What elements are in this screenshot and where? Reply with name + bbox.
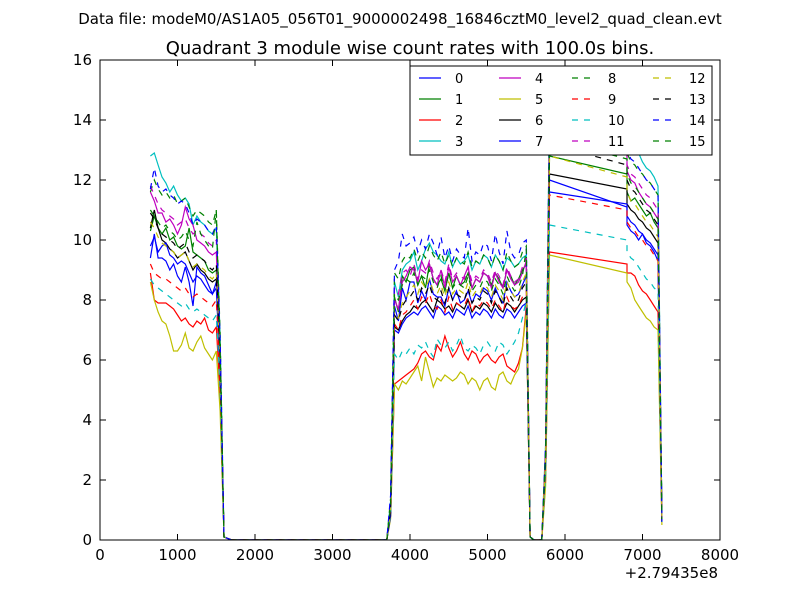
legend-label-1: 1	[455, 93, 463, 108]
legend-label-3: 3	[455, 135, 463, 150]
series-line-6	[149, 173, 663, 540]
legend-label-8: 8	[608, 72, 616, 87]
series-line-1	[149, 155, 663, 540]
series-line-7	[149, 191, 663, 540]
series-line-0	[149, 179, 663, 540]
x-tick-label: 7000	[623, 546, 661, 564]
x-tick-label: 5000	[468, 546, 506, 564]
series-line-5	[149, 254, 663, 540]
x-tick-label: 2000	[236, 546, 274, 564]
y-tick-label: 8	[82, 291, 92, 309]
y-tick-label: 6	[82, 351, 92, 369]
legend-label-14: 14	[689, 114, 706, 129]
x-tick-label: 8000	[701, 546, 739, 564]
legend-label-2: 2	[455, 114, 463, 129]
series-line-13	[149, 143, 663, 540]
chart-title: Quadrant 3 module wise count rates with …	[166, 38, 655, 59]
y-tick-label: 12	[73, 171, 92, 189]
series-line-9	[149, 194, 663, 540]
y-tick-label: 16	[73, 51, 92, 69]
axes-ticks: 0 1000 2000 3000 4000 5000 6000 7000 80000246810…	[73, 51, 739, 564]
legend-label-7: 7	[535, 135, 543, 150]
series-line-15	[149, 137, 663, 540]
x-tick-label: 6000	[546, 546, 584, 564]
legend-label-12: 12	[689, 72, 706, 87]
series-line-10	[149, 224, 663, 540]
legend-label-10: 10	[608, 114, 625, 129]
series-line-11	[149, 125, 663, 540]
series-line-3	[150, 104, 663, 540]
legend-label-13: 13	[689, 93, 706, 108]
legend-label-15: 15	[689, 135, 706, 150]
x-offset-label: +2.79435e8	[625, 564, 718, 582]
data-file-caption: Data file: modeM0/AS1A05_056T01_90000024…	[78, 10, 722, 29]
x-tick-label: 0	[95, 546, 105, 564]
y-tick-label: 10	[73, 231, 92, 249]
y-tick-label: 4	[82, 411, 92, 429]
series-line-2	[149, 251, 663, 540]
legend-label-0: 0	[455, 72, 463, 87]
legend-label-6: 6	[535, 114, 543, 129]
series-layer	[149, 104, 663, 540]
y-tick-label: 14	[73, 111, 92, 129]
legend-frame	[409, 65, 713, 156]
x-tick-label: 4000	[391, 546, 429, 564]
legend-label-9: 9	[608, 93, 616, 108]
series-line-14	[149, 107, 663, 540]
legend-label-4: 4	[535, 72, 543, 87]
y-tick-label: 2	[82, 471, 92, 489]
series-line-8	[149, 113, 663, 540]
legend-label-5: 5	[535, 93, 543, 108]
series-line-12	[149, 155, 663, 540]
legend-label-11: 11	[608, 135, 625, 150]
y-tick-label: 0	[82, 531, 92, 549]
x-tick-label: 1000	[158, 546, 196, 564]
x-tick-label: 3000	[313, 546, 351, 564]
series-line-4	[149, 122, 663, 540]
